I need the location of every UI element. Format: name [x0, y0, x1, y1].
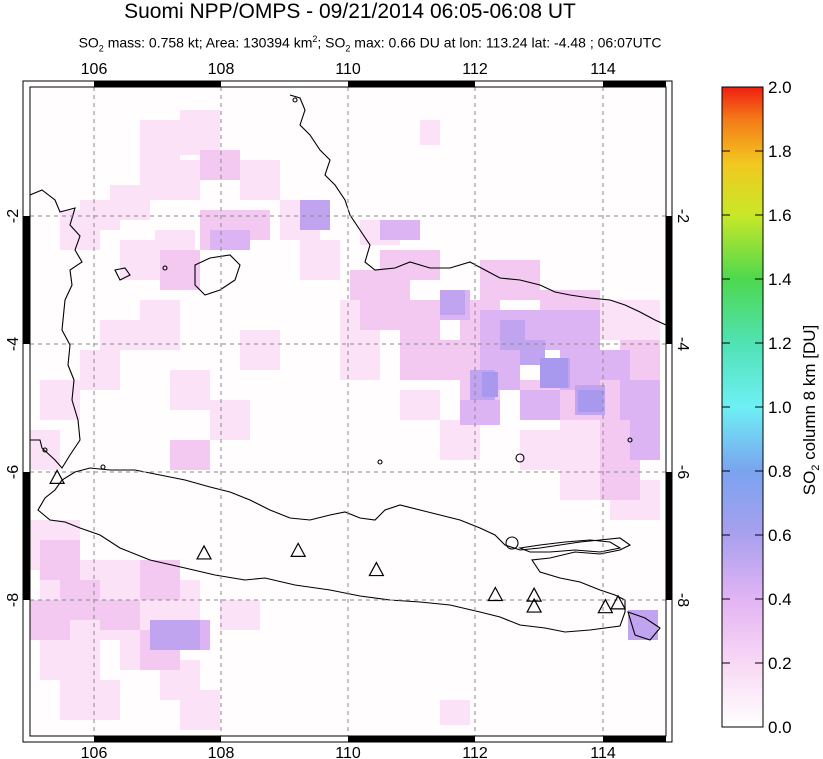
volcano-marker [196, 544, 213, 560]
lon-tick-top-106: 106 [81, 61, 108, 78]
islet-3 [515, 453, 525, 463]
lat-tick-right--6: -6 [674, 465, 691, 479]
colorbar-label: SO2 column 8 km [DU] [800, 325, 822, 496]
lon-tick-bottom-112: 112 [462, 745, 488, 759]
cb-tick-0.4: 0.4 [768, 590, 792, 609]
volcano-marker [368, 561, 385, 577]
cb-tick-1.4: 1.4 [768, 270, 792, 289]
islet-7 [100, 464, 106, 470]
volcano-marker [487, 586, 504, 602]
cb-tick-1.8: 1.8 [768, 142, 792, 161]
lat-tick-right--4: -4 [674, 337, 691, 351]
lon-tick-labels-bottom: 106 108 110 112 114 [81, 745, 616, 759]
lon-tick-top-112: 112 [462, 61, 488, 78]
colorbar-tick-labels: 0.0 0.2 0.4 0.6 0.8 1.0 1.2 1.4 1.6 1.8 … [768, 78, 792, 737]
lat-tick-left--6: -6 [5, 465, 22, 479]
cb-tick-0.6: 0.6 [768, 526, 792, 545]
lon-tick-bottom-108: 108 [208, 745, 235, 759]
islet-4 [377, 459, 383, 465]
lat-tick-left--4: -4 [5, 337, 22, 351]
lon-tick-labels-top: 106 108 110 112 114 [81, 61, 616, 78]
cb-tick-1.2: 1.2 [768, 334, 792, 353]
volcano-marker [610, 594, 627, 610]
so2-pixel-layer [30, 87, 666, 736]
cb-tick-1.6: 1.6 [768, 206, 792, 225]
java-coastline [37, 467, 632, 633]
lat-tick-right--2: -2 [674, 209, 691, 223]
volcano-layer [49, 469, 627, 614]
lat-tick-right--8: -8 [674, 593, 691, 607]
volcano-marker [290, 542, 307, 557]
volcano-marker [526, 586, 543, 602]
islet-2 [292, 97, 298, 103]
cb-tick-0.0: 0.0 [768, 718, 792, 737]
lat-tick-left--8: -8 [5, 593, 22, 607]
cb-tick-2.0: 2.0 [768, 78, 792, 97]
belitung-coastline [114, 267, 131, 281]
map-subtitle: SO2 mass: 0.758 kt; Area: 130394 km2; SO… [78, 34, 662, 54]
islet-6 [627, 437, 633, 443]
graticule [30, 87, 666, 736]
colorbar-ticks [722, 86, 763, 728]
volcano-marker [526, 597, 543, 613]
islet-5 [505, 536, 519, 550]
map-title: Suomi NPP/OMPS - 09/21/2014 06:05-06:08 … [124, 0, 576, 23]
lat-tick-labels-right: -2 -4 -6 -8 [674, 209, 691, 607]
bali-coastline [627, 611, 661, 641]
madura-coastline [517, 539, 622, 553]
volcano-marker [49, 469, 66, 484]
sumatra-coastline [30, 189, 83, 469]
cb-tick-0.8: 0.8 [768, 462, 792, 481]
lon-tick-bottom-106: 106 [81, 745, 108, 759]
islet-1 [162, 265, 168, 271]
islet-8 [42, 447, 48, 453]
lon-tick-bottom-114: 114 [590, 745, 616, 759]
borneo-coastline [289, 94, 666, 326]
map-frame [22, 80, 673, 743]
lat-tick-left--2: -2 [5, 209, 22, 223]
lon-tick-top-108: 108 [208, 61, 235, 78]
cb-tick-0.2: 0.2 [768, 654, 792, 673]
cb-tick-1.0: 1.0 [768, 398, 792, 417]
bangka-coastline [194, 254, 241, 296]
lat-tick-labels-left: -2 -4 -6 -8 [5, 209, 22, 607]
lon-tick-top-114: 114 [590, 61, 616, 78]
volcano-marker [597, 598, 614, 614]
lon-tick-top-110: 110 [335, 61, 361, 78]
coastline-layer [30, 94, 666, 641]
lon-tick-bottom-110: 110 [335, 745, 361, 759]
